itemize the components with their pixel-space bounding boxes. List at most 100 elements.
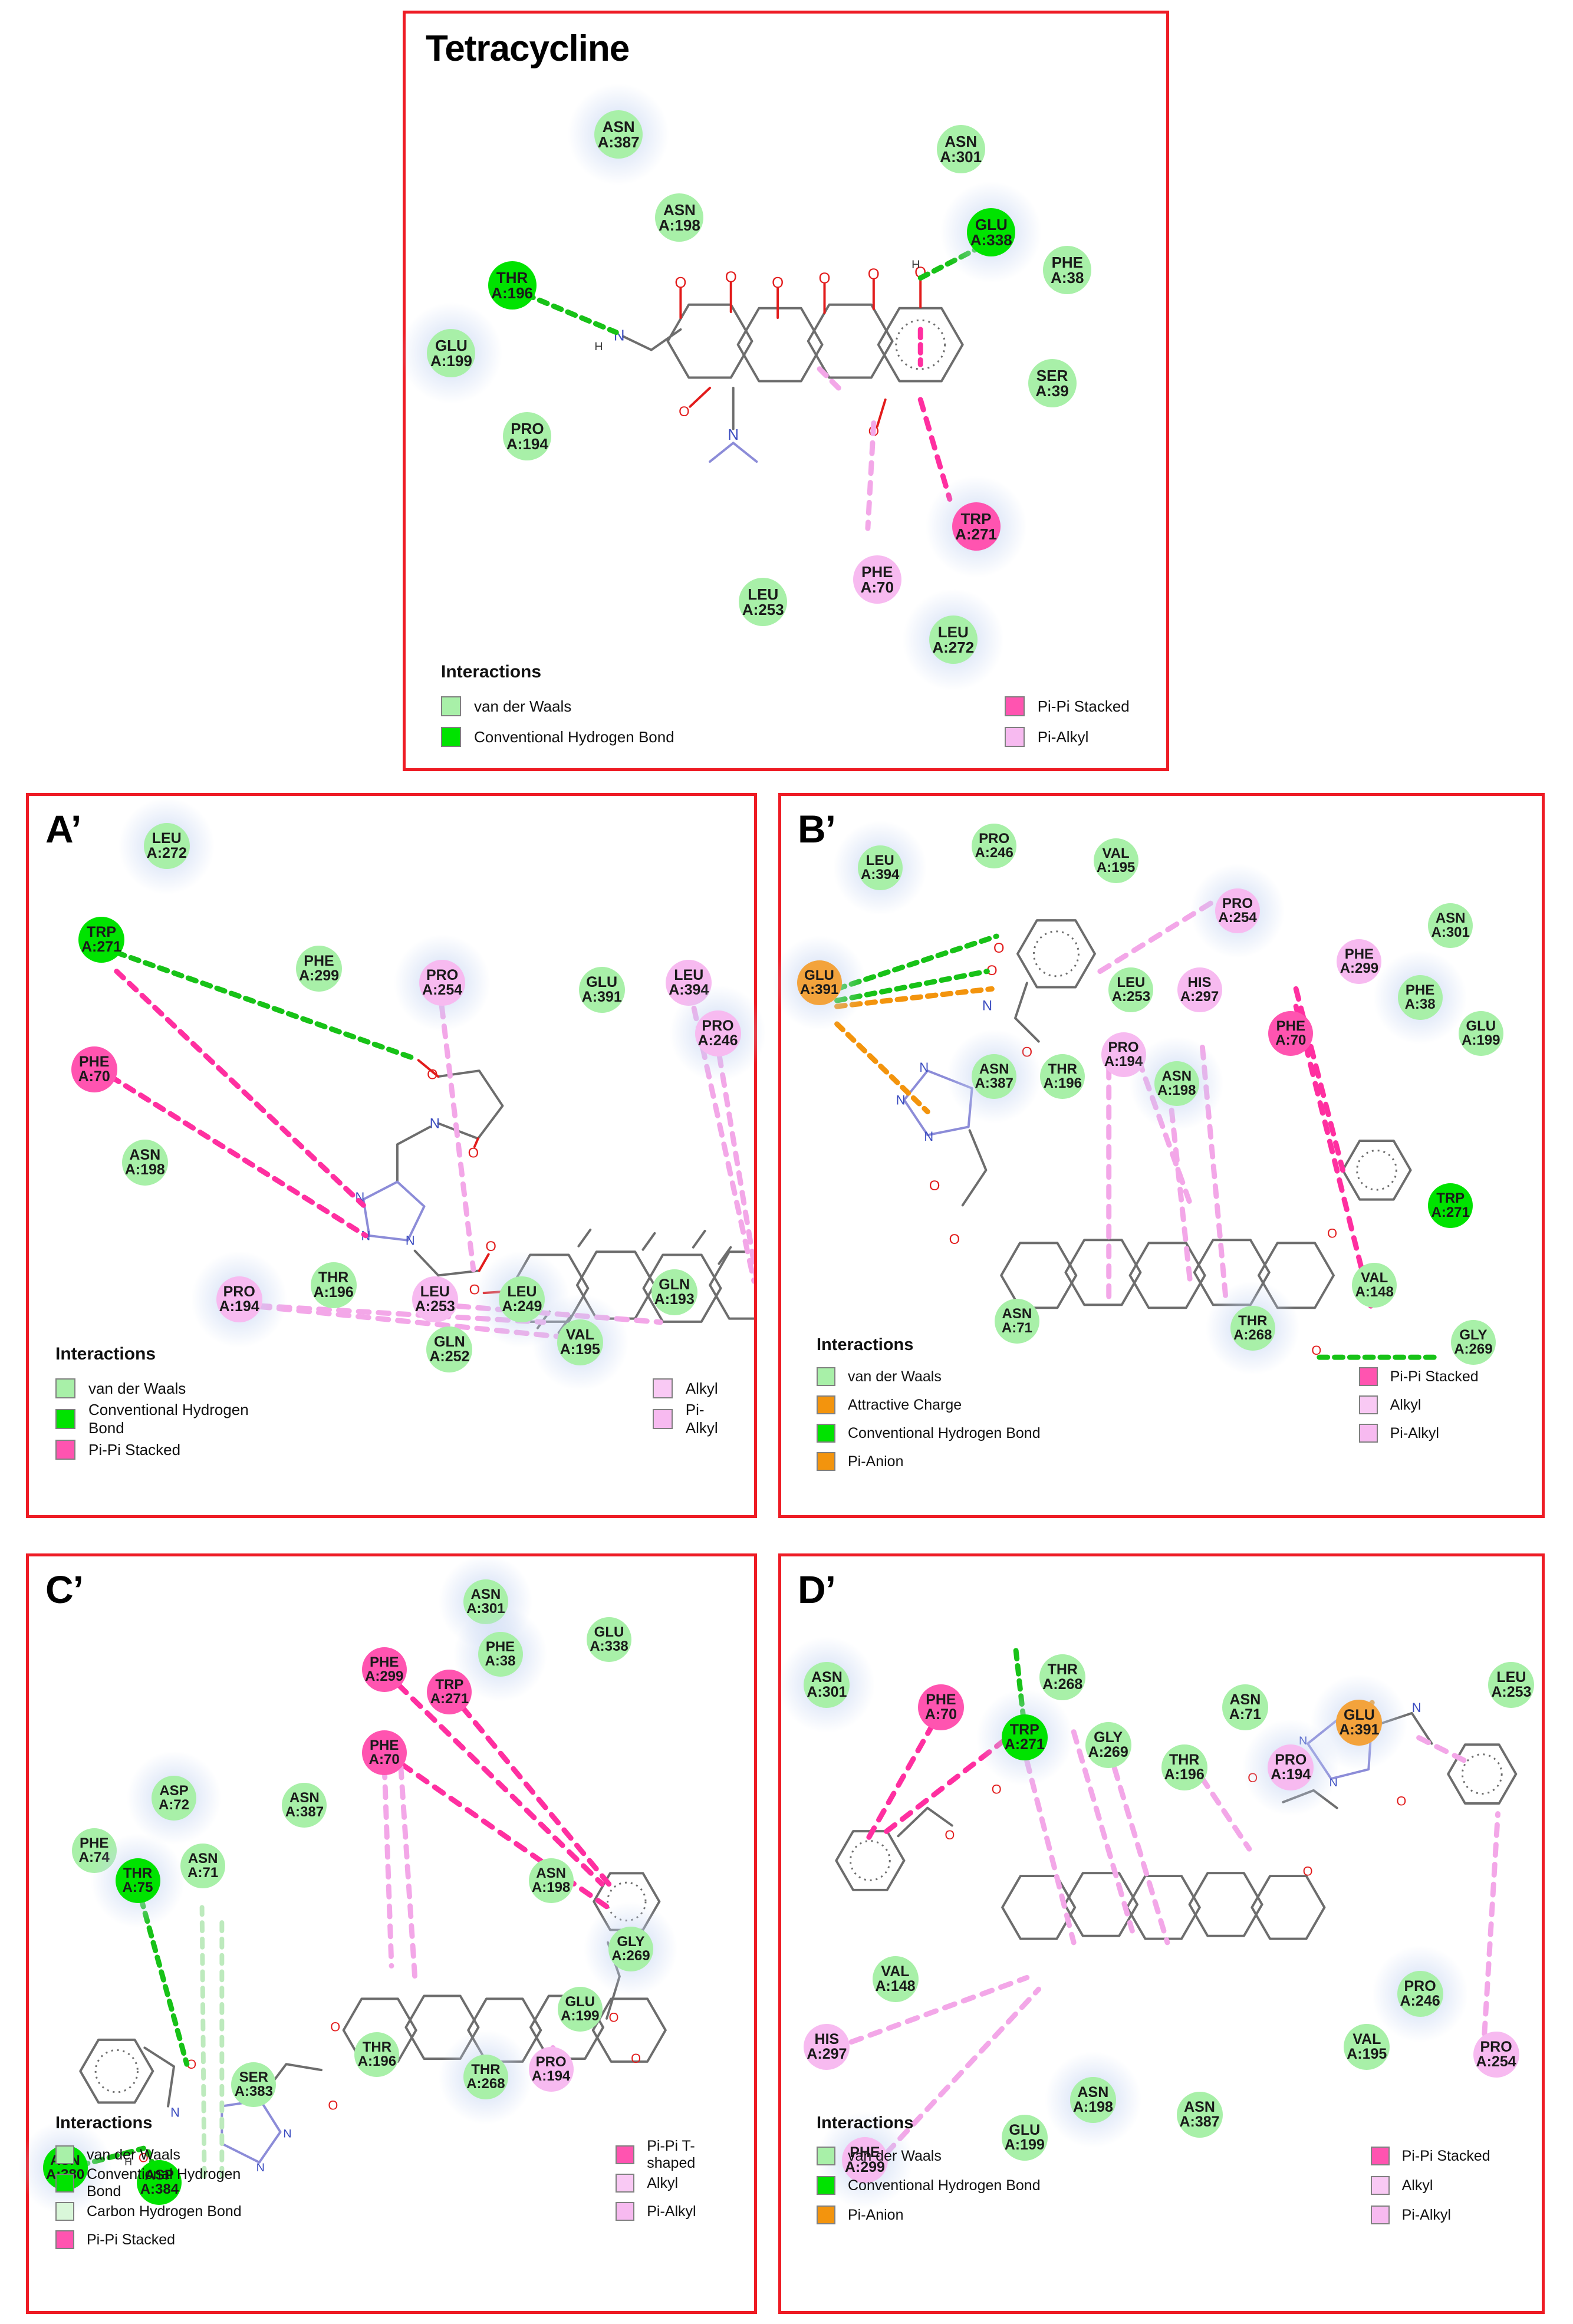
residue-pro-a194[interactable]: PRO A:194 xyxy=(1268,1744,1314,1791)
residue-val-a195[interactable]: VAL A:195 xyxy=(1093,838,1138,883)
residue-thr-a75[interactable]: THR A:75 xyxy=(115,1858,160,1904)
residue-name: PRO xyxy=(426,967,459,984)
residue-phe-a38[interactable]: PHE A:38 xyxy=(478,1632,523,1677)
residue-pro-a254[interactable]: PRO A:254 xyxy=(1473,2031,1519,2078)
residue-pro-a194[interactable]: PRO A:194 xyxy=(1101,1032,1146,1078)
residue-pro-a194[interactable]: PRO A:194 xyxy=(528,2047,574,2092)
residue-leu-a272[interactable]: LEU A:272 xyxy=(143,823,190,870)
residue-asp-a72[interactable]: ASP A:72 xyxy=(152,1775,196,1821)
residue-trp-a271[interactable]: TRP A:271 xyxy=(1001,1714,1048,1761)
residue-val-a195[interactable]: VAL A:195 xyxy=(1344,2024,1390,2070)
residue-name: PRO xyxy=(223,1283,255,1300)
residue-id: A:301 xyxy=(466,1600,505,1617)
residue-asn-a71[interactable]: ASN A:71 xyxy=(1222,1684,1268,1730)
residue-thr-a196[interactable]: THR A:196 xyxy=(488,261,537,310)
residue-leu-a253[interactable]: LEU A:253 xyxy=(739,578,788,627)
residue-asn-a71[interactable]: ASN A:71 xyxy=(180,1843,226,1888)
residue-ser-a383[interactable]: SER A:383 xyxy=(231,2062,277,2107)
residue-leu-a272[interactable]: LEU A:272 xyxy=(929,615,978,664)
residue-gln-a252[interactable]: GLN A:252 xyxy=(426,1326,473,1373)
residue-his-a297[interactable]: HIS A:297 xyxy=(804,2024,850,2070)
residue-pro-a246[interactable]: PRO A:246 xyxy=(972,824,1017,869)
residue-glu-a338[interactable]: GLU A:338 xyxy=(967,208,1016,257)
residue-gly-a269[interactable]: GLY A:269 xyxy=(608,1926,653,1971)
residue-leu-a253[interactable]: LEU A:253 xyxy=(412,1276,458,1322)
residue-glu-a199[interactable]: GLU A:199 xyxy=(1458,1010,1503,1056)
residue-trp-a271[interactable]: TRP A:271 xyxy=(427,1670,472,1715)
residue-pro-a254[interactable]: PRO A:254 xyxy=(419,960,466,1006)
residue-leu-a253[interactable]: LEU A:253 xyxy=(1108,967,1154,1013)
residue-phe-a70[interactable]: PHE A:70 xyxy=(361,1730,407,1775)
residue-pro-a194[interactable]: PRO A:194 xyxy=(216,1276,262,1322)
residue-gly-a269[interactable]: GLY A:269 xyxy=(1450,1320,1496,1365)
residue-phe-a299[interactable]: PHE A:299 xyxy=(841,2137,888,2183)
residue-glu-a391[interactable]: GLU A:391 xyxy=(797,960,842,1006)
residue-glu-a391[interactable]: GLU A:391 xyxy=(1336,1699,1383,1746)
legend-swatch xyxy=(616,2202,635,2221)
residue-asn-a387[interactable]: ASN A:387 xyxy=(972,1054,1017,1099)
residue-phe-a70[interactable]: PHE A:70 xyxy=(71,1046,117,1092)
residue-leu-a394[interactable]: LEU A:394 xyxy=(666,960,712,1006)
legend-column-left: van der Waals Conventional Hydrogen Bond P… xyxy=(55,1373,264,1465)
residue-pro-a194[interactable]: PRO A:194 xyxy=(503,412,552,460)
residue-thr-a196[interactable]: THR A:196 xyxy=(1161,1744,1207,1791)
residue-val-a195[interactable]: VAL A:195 xyxy=(557,1319,603,1366)
residue-phe-a70[interactable]: PHE A:70 xyxy=(1268,1010,1314,1056)
residue-thr-a196[interactable]: THR A:196 xyxy=(310,1262,357,1308)
residue-thr-a268[interactable]: THR A:268 xyxy=(1230,1305,1275,1351)
residue-ser-a39[interactable]: SER A:39 xyxy=(1028,359,1077,408)
residue-asn-a71[interactable]: ASN A:71 xyxy=(994,1298,1039,1344)
residue-pro-a254[interactable]: PRO A:254 xyxy=(1215,888,1260,934)
legend-swatch xyxy=(441,727,461,747)
residue-trp-a271[interactable]: TRP A:271 xyxy=(1428,1183,1473,1229)
residue-pro-a246[interactable]: PRO A:246 xyxy=(1397,1971,1443,2017)
residue-phe-a74[interactable]: PHE A:74 xyxy=(71,1828,117,1874)
residue-phe-a299[interactable]: PHE A:299 xyxy=(1337,939,1382,984)
residue-gln-a193[interactable]: GLN A:193 xyxy=(651,1269,697,1315)
residue-his-a297[interactable]: HIS A:297 xyxy=(1177,967,1222,1013)
residue-asn-a301[interactable]: ASN A:301 xyxy=(936,125,985,174)
residue-val-a148[interactable]: VAL A:148 xyxy=(872,1956,919,2002)
residue-thr-a196[interactable]: THR A:196 xyxy=(354,2032,400,2077)
residue-val-a148[interactable]: VAL A:148 xyxy=(1352,1262,1397,1308)
residue-asn-a301[interactable]: ASN A:301 xyxy=(463,1579,508,1624)
residue-pro-a246[interactable]: PRO A:246 xyxy=(695,1010,741,1056)
residue-asn-a198[interactable]: ASN A:198 xyxy=(121,1140,168,1186)
residue-gly-a269[interactable]: GLY A:269 xyxy=(1085,1722,1131,1768)
residue-asn-a387[interactable]: ASN A:387 xyxy=(282,1783,327,1828)
legend-item: Pi-Alkyl xyxy=(652,1401,728,1437)
residue-phe-a70[interactable]: PHE A:70 xyxy=(853,555,901,604)
residue-phe-a38[interactable]: PHE A:38 xyxy=(1043,246,1092,295)
residue-glu-a338[interactable]: GLU A:338 xyxy=(587,1617,631,1662)
residue-name: ASN xyxy=(979,1061,1009,1077)
residue-phe-a299[interactable]: PHE A:299 xyxy=(361,1647,407,1692)
residue-trp-a271[interactable]: TRP A:271 xyxy=(78,917,124,963)
residue-asn-a387[interactable]: ASN A:387 xyxy=(594,110,643,159)
legend-column-left: van der Waals Conventional Hydrogen Bond P… xyxy=(817,2141,1041,2230)
residue-id: A:74 xyxy=(78,1849,110,1866)
residue-leu-a394[interactable]: LEU A:394 xyxy=(857,845,903,890)
residue-thr-a268[interactable]: THR A:268 xyxy=(463,2055,508,2100)
residue-asn-a198[interactable]: ASN A:198 xyxy=(1069,2076,1116,2123)
residue-leu-a249[interactable]: LEU A:249 xyxy=(499,1276,545,1322)
residue-asn-a198[interactable]: ASN A:198 xyxy=(655,193,704,242)
residue-glu-a199[interactable]: GLU A:199 xyxy=(427,329,476,377)
residue-glu-a391[interactable]: GLU A:391 xyxy=(578,967,625,1013)
residue-id: A:299 xyxy=(1340,960,1379,976)
residue-trp-a271[interactable]: TRP A:271 xyxy=(952,502,1001,551)
residue-asn-a198[interactable]: ASN A:198 xyxy=(1154,1061,1199,1106)
residue-phe-a299[interactable]: PHE A:299 xyxy=(296,945,342,992)
residue-asn-a387[interactable]: ASN A:387 xyxy=(1176,2092,1223,2138)
residue-asp-a384[interactable]: ASP A:384 xyxy=(137,2160,182,2206)
residue-thr-a268[interactable]: THR A:268 xyxy=(1039,1654,1086,1700)
residue-phe-a38[interactable]: PHE A:38 xyxy=(1397,975,1443,1020)
residue-asn-a301[interactable]: ASN A:301 xyxy=(1428,903,1473,948)
residue-name: PHE xyxy=(370,1654,399,1670)
residue-glu-a199[interactable]: GLU A:199 xyxy=(557,1987,603,2032)
residue-glu-a199[interactable]: GLU A:199 xyxy=(1001,2114,1048,2161)
residue-asn-a301[interactable]: ASN A:301 xyxy=(804,1661,850,1708)
residue-leu-a253[interactable]: LEU A:253 xyxy=(1488,1661,1535,1708)
residue-asn-a198[interactable]: ASN A:198 xyxy=(528,1858,574,1904)
residue-phe-a70[interactable]: PHE A:70 xyxy=(917,1684,964,1730)
residue-thr-a196[interactable]: THR A:196 xyxy=(1040,1054,1085,1099)
